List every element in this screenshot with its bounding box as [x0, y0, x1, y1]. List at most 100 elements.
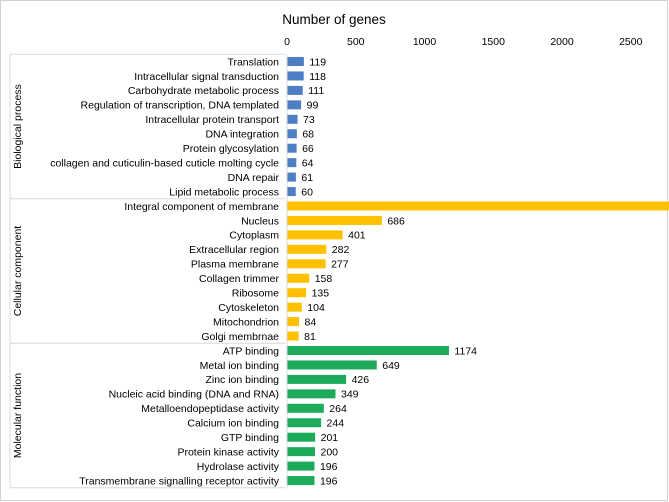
bar	[287, 71, 304, 81]
category-label: GTP binding	[221, 432, 279, 444]
value-labels: 1191181119973686664616037846864012822771…	[301, 56, 477, 487]
value-label: 81	[304, 331, 316, 343]
category-label: Golgi membrnae	[201, 331, 279, 343]
value-label: 401	[348, 230, 366, 242]
value-label: 264	[329, 403, 347, 415]
category-label: Metalloendopeptidase activity	[141, 403, 280, 415]
group-label: Molecular function	[12, 373, 24, 458]
value-label: 104	[307, 302, 325, 314]
category-label: Ribosome	[232, 288, 279, 300]
group-label: Biological process	[12, 84, 24, 169]
value-label: 649	[382, 360, 400, 372]
value-label: 686	[387, 215, 405, 227]
group-label: Cellular component	[12, 226, 24, 317]
category-label: Intracellular protein transport	[145, 114, 279, 126]
value-label: 282	[332, 244, 350, 256]
category-label: Carbohydrate metabolic process	[128, 85, 279, 97]
bar	[287, 432, 316, 442]
value-label: 244	[327, 418, 345, 430]
category-label: Translation	[227, 56, 279, 68]
x-axis-ticks: 05001000150020002500300035004000	[284, 36, 643, 48]
category-label: Collagen trimmer	[199, 273, 279, 285]
category-label: Integral component of membrane	[124, 201, 279, 213]
value-label: 196	[320, 475, 338, 487]
bar	[287, 317, 300, 327]
category-label: Nucleic acid binding (DNA and RNA)	[109, 389, 279, 401]
category-label: DNA integration	[205, 129, 279, 141]
value-label: 426	[352, 374, 370, 386]
value-label: 158	[315, 273, 333, 285]
value-label: 84	[305, 316, 317, 328]
value-label: 277	[331, 259, 349, 271]
value-label: 196	[320, 461, 338, 473]
bar	[287, 346, 449, 355]
category-label: Mitochondrion	[213, 316, 279, 328]
bar	[287, 57, 304, 66]
category-label: Metal ion binding	[200, 360, 280, 372]
category-label: Hydrolase activity	[197, 461, 280, 473]
value-label: 99	[307, 100, 319, 112]
category-label: Zinc ion binding	[205, 374, 279, 386]
bars	[287, 57, 669, 486]
bar	[287, 172, 296, 182]
value-label: 135	[312, 288, 330, 300]
category-label: Nucleus	[241, 215, 279, 227]
value-label: 201	[321, 432, 339, 444]
bar	[287, 447, 315, 457]
category-frame	[9, 53, 288, 489]
value-label: 68	[302, 129, 314, 141]
category-label: Lipid metabolic process	[169, 186, 279, 198]
value-label: 66	[302, 143, 314, 155]
category-label: Extracellular region	[189, 244, 279, 256]
x-axis-title: Number of genes	[282, 12, 386, 27]
bar	[287, 143, 297, 153]
bar	[287, 302, 302, 312]
value-label: 349	[341, 389, 359, 401]
category-label: Plasma membrane	[191, 259, 279, 271]
bar	[287, 114, 298, 124]
value-label: 200	[321, 446, 339, 458]
bar	[287, 403, 324, 413]
bar	[287, 158, 297, 168]
x-tick-label: 500	[347, 36, 365, 48]
bar	[287, 418, 322, 428]
bar	[287, 100, 302, 110]
bar	[287, 85, 303, 95]
bar	[287, 201, 669, 211]
bar	[287, 360, 377, 370]
value-label: 118	[309, 71, 326, 83]
value-label: 119	[309, 56, 326, 68]
category-label: Transmembrane signalling receptor activi…	[79, 475, 280, 487]
bar	[287, 288, 307, 298]
bar	[287, 389, 336, 399]
category-labels: Translation Intracellular signal transduc…	[50, 56, 280, 487]
bar	[287, 374, 347, 384]
category-label: Regulation of transcription, DNA templat…	[81, 100, 280, 112]
category-label: ATP binding	[223, 345, 279, 357]
category-label: Protein kinase activity	[177, 446, 279, 458]
category-label: Calcium ion binding	[187, 418, 279, 430]
category-label: Cytoplasm	[229, 230, 279, 242]
bar	[287, 273, 310, 283]
value-label: 111	[308, 85, 324, 97]
category-label: Cytoskeleton	[218, 302, 279, 314]
category-label: collagen and cuticulin-based cuticle mol…	[50, 157, 279, 169]
bar	[287, 461, 315, 471]
value-label: 61	[301, 172, 313, 184]
bar	[287, 331, 299, 341]
bar	[287, 476, 315, 486]
value-label: 73	[303, 114, 315, 126]
bar	[287, 187, 296, 197]
category-label: Protein glycosylation	[183, 143, 279, 155]
bar	[287, 129, 297, 139]
category-label: DNA repair	[228, 172, 280, 184]
bar	[287, 215, 382, 225]
bar	[287, 244, 327, 254]
x-tick-label: 2000	[550, 36, 574, 48]
value-label: 1174	[454, 345, 477, 357]
bar	[287, 259, 326, 269]
value-label: 64	[302, 157, 314, 169]
bar	[287, 230, 343, 240]
